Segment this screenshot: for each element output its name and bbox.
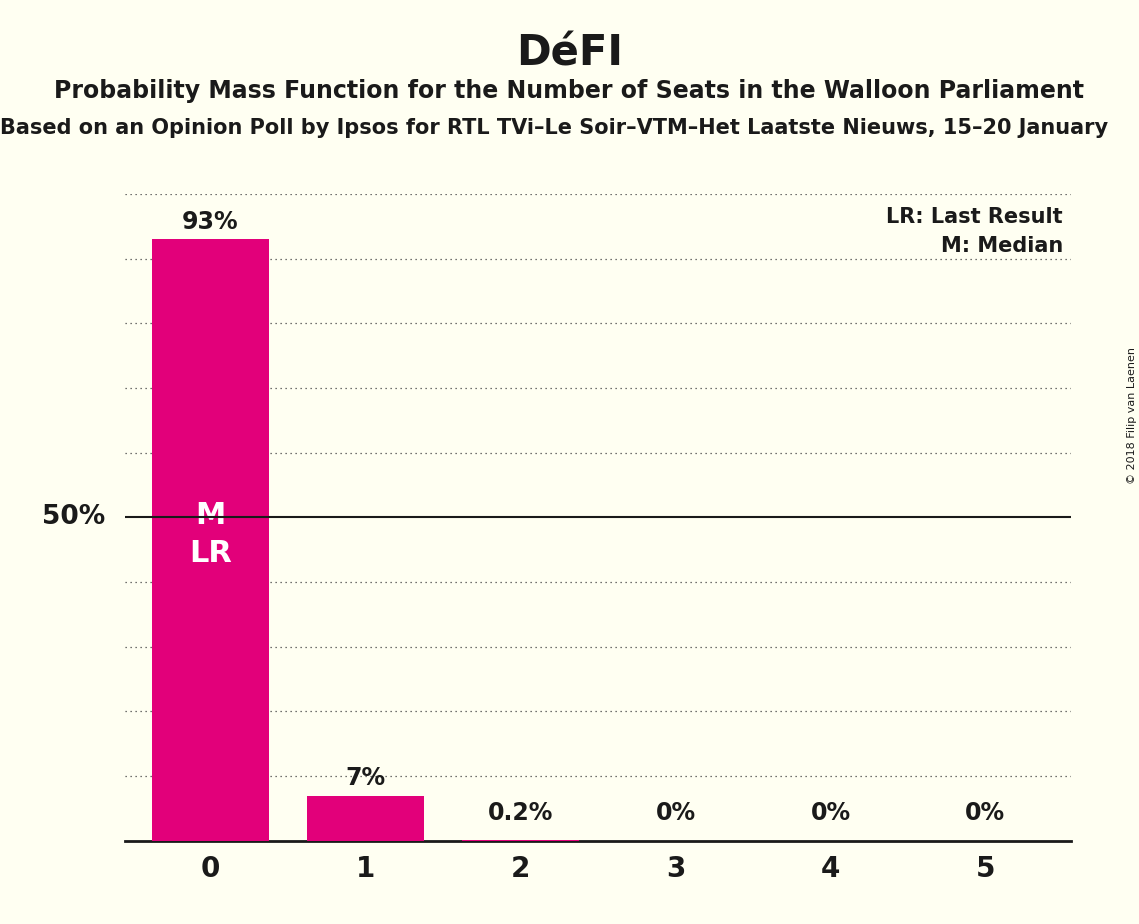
Text: M: M (196, 501, 226, 529)
Text: Probability Mass Function for the Number of Seats in the Walloon Parliament: Probability Mass Function for the Number… (55, 79, 1084, 103)
Text: 0%: 0% (966, 801, 1006, 824)
Text: 7%: 7% (345, 766, 386, 790)
Text: 0%: 0% (655, 801, 696, 824)
Bar (462, 840, 579, 841)
Text: LR: LR (189, 540, 232, 568)
Text: 93%: 93% (182, 210, 239, 234)
Text: DéFI: DéFI (516, 32, 623, 74)
Text: LR: Last Result: LR: Last Result (886, 207, 1063, 227)
Text: © 2018 Filip van Laenen: © 2018 Filip van Laenen (1126, 347, 1137, 484)
Text: 0.2%: 0.2% (487, 801, 554, 824)
Text: 50%: 50% (42, 505, 105, 530)
Bar (308, 796, 424, 841)
Text: M: Median: M: Median (941, 236, 1063, 256)
Text: 0%: 0% (810, 801, 851, 824)
Bar (153, 239, 269, 841)
Text: Based on an Opinion Poll by Ipsos for RTL TVi–Le Soir–VTM–Het Laatste Nieuws, 15: Based on an Opinion Poll by Ipsos for RT… (0, 118, 1108, 139)
